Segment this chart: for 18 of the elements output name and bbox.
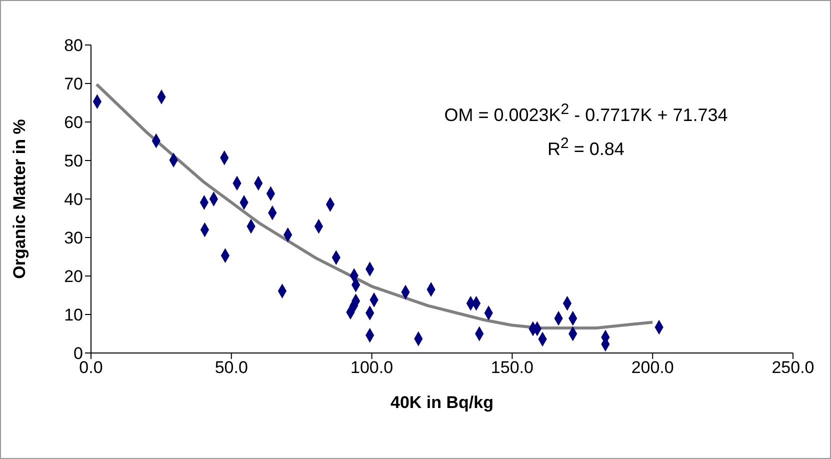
y-tick-label: 60 [64, 113, 83, 132]
annotation: R$^{2}$ = 0.84 [546, 135, 626, 160]
y-tick-label: 50 [64, 152, 83, 171]
x-tick-label: 0.0 [79, 358, 103, 378]
x-tick-label: 150.0 [490, 358, 534, 378]
x-axis-title: 40K in Bq/kg [390, 393, 494, 412]
y-tick-label: 40 [64, 190, 83, 210]
y-axis-title: Organic Matter in % [10, 119, 30, 279]
y-tick-label: 80 [64, 36, 83, 56]
y-tick-label: 20 [64, 267, 83, 286]
x-tick-label: 250.0 [772, 358, 814, 378]
x-tick-label: 50.0 [214, 358, 248, 378]
annotation: OM = 0.0023K$^{2}$ - 0.7717K + 71.734 [443, 101, 729, 126]
y-tick-label: 10 [64, 306, 83, 325]
y-tick-label: 70 [64, 74, 83, 94]
x-tick-label: 200.0 [631, 358, 674, 378]
y-tick-label: 30 [64, 228, 83, 248]
x-tick-label: 100.0 [350, 358, 394, 378]
